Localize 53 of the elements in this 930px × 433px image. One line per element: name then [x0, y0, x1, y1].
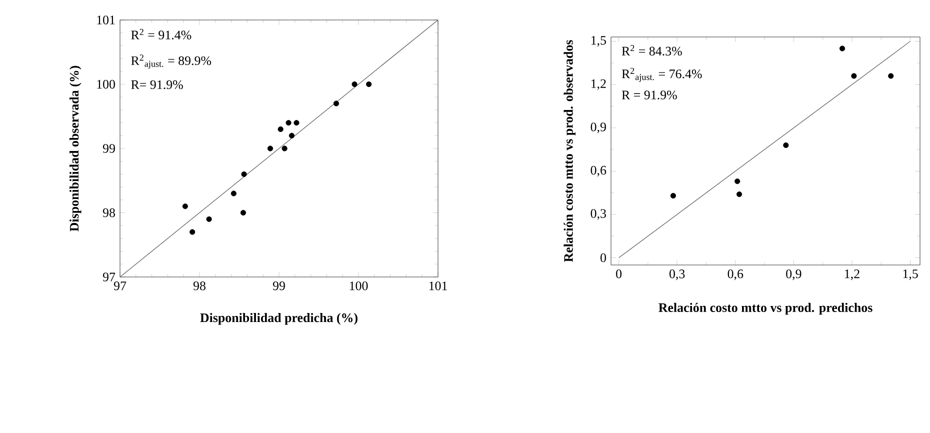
x-axis-title: Relación costo mtto vs prod. predichos [658, 302, 872, 315]
point [267, 146, 274, 152]
annotation: R = 91.9% [622, 90, 677, 100]
y-tick-label: 0 [600, 253, 606, 262]
point [230, 190, 236, 196]
annotation: R$^{2}$ = 84.3% [622, 45, 682, 56]
point [736, 191, 742, 198]
y-tick-label: 1,2 [591, 79, 606, 90]
y-axis-title: Disponibilidad observada (%) [70, 66, 82, 232]
y-tick-label: 1,5 [591, 36, 606, 47]
point [333, 100, 340, 106]
point [888, 73, 894, 79]
y-tick-label: 0,3 [590, 209, 606, 220]
annotation: R$^{2}$$_{ajust.}$ = 89.9% [131, 54, 212, 69]
x-tick-label: 1,2 [845, 270, 860, 280]
point [288, 132, 295, 138]
x-tick-label: 1,5 [903, 270, 918, 280]
point [282, 146, 288, 152]
point [734, 178, 740, 184]
x-tick-label: 101 [429, 282, 447, 290]
point [294, 120, 300, 126]
point [366, 81, 372, 88]
annotation: R$^{2}$$_{ajust.}$ = 76.4% [622, 68, 702, 82]
point [783, 142, 789, 148]
point [839, 46, 846, 52]
x-tick-label: 99 [272, 282, 285, 290]
x-tick-label: 100 [350, 282, 368, 290]
point [190, 229, 196, 235]
y-axis-title: Relación costo mtto vs prod. observados [564, 40, 576, 262]
x-tick-label: 0,9 [786, 270, 802, 280]
point [286, 120, 292, 126]
x-tick-label: 0 [616, 270, 622, 278]
x-tick-label: 0,3 [669, 270, 685, 280]
point [278, 126, 284, 132]
annotation: R$^{2}$ = 91.4% [131, 28, 192, 40]
y-tick-label: 0,6 [590, 166, 606, 176]
point [352, 81, 358, 88]
y-tick-label: 101 [97, 16, 115, 24]
x-tick-label: 0,6 [728, 270, 744, 280]
y-tick-label: 100 [97, 80, 115, 89]
x-tick-label: 98 [193, 282, 206, 290]
annotation: R= 91.9% [131, 80, 183, 90]
y-tick-label: 0,9 [590, 122, 606, 134]
x-axis-title: Disponibilidad predicha (%) [200, 313, 358, 325]
point [851, 73, 857, 79]
point [240, 210, 246, 216]
y-tick-label: 99 [102, 144, 115, 153]
point [670, 192, 676, 199]
point [182, 204, 188, 210]
x-tick-label: 97 [114, 282, 126, 290]
point [241, 171, 247, 177]
y-tick-label: 98 [102, 208, 115, 218]
point [206, 216, 212, 222]
